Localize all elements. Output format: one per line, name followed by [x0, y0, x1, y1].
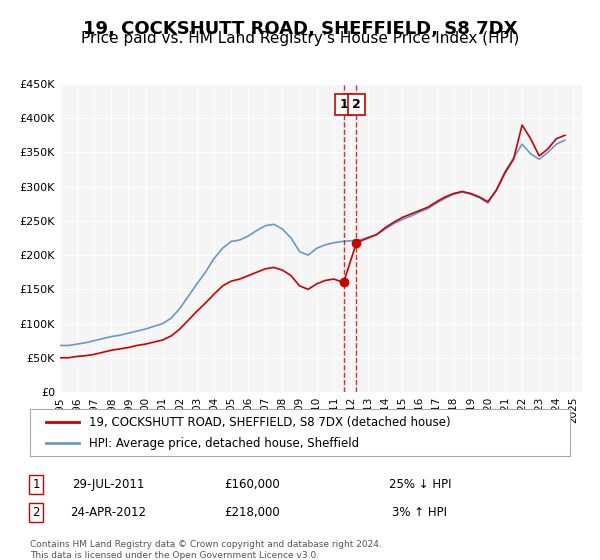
Text: HPI: Average price, detached house, Sheffield: HPI: Average price, detached house, Shef… — [89, 437, 359, 450]
Text: 19, COCKSHUTT ROAD, SHEFFIELD, S8 7DX: 19, COCKSHUTT ROAD, SHEFFIELD, S8 7DX — [83, 20, 517, 38]
Text: £218,000: £218,000 — [224, 506, 280, 519]
Text: 29-JUL-2011: 29-JUL-2011 — [72, 478, 144, 491]
Text: 25% ↓ HPI: 25% ↓ HPI — [389, 478, 451, 491]
Text: Contains HM Land Registry data © Crown copyright and database right 2024.
This d: Contains HM Land Registry data © Crown c… — [30, 540, 382, 560]
Text: 24-APR-2012: 24-APR-2012 — [70, 506, 146, 519]
Text: 3% ↑ HPI: 3% ↑ HPI — [392, 506, 448, 519]
Text: £160,000: £160,000 — [224, 478, 280, 491]
Text: Price paid vs. HM Land Registry's House Price Index (HPI): Price paid vs. HM Land Registry's House … — [81, 31, 519, 46]
Text: 2: 2 — [352, 98, 361, 111]
Text: 1: 1 — [32, 478, 40, 491]
Text: 1: 1 — [339, 98, 348, 111]
Text: 19, COCKSHUTT ROAD, SHEFFIELD, S8 7DX (detached house): 19, COCKSHUTT ROAD, SHEFFIELD, S8 7DX (d… — [89, 416, 451, 428]
Text: 2: 2 — [32, 506, 40, 519]
